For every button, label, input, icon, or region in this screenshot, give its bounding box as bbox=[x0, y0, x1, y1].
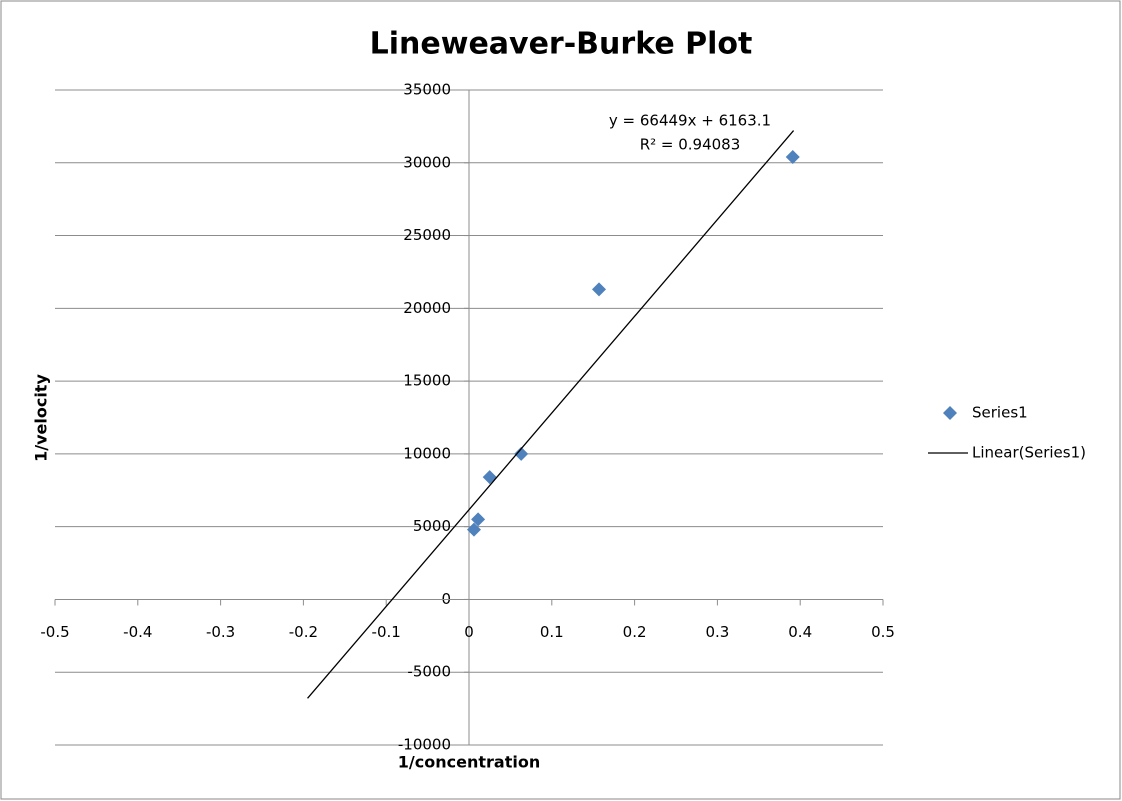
y-tick-label: 5000 bbox=[413, 517, 451, 535]
x-tick-label: -0.1 bbox=[372, 623, 401, 641]
x-tick-label: -0.2 bbox=[289, 623, 318, 641]
x-axis-title: 1/concentration bbox=[398, 753, 540, 772]
x-tick-label: 0.5 bbox=[871, 623, 895, 641]
trendline-equation: y = 66449x + 6163.1 bbox=[609, 112, 771, 130]
legend-marker bbox=[943, 406, 957, 420]
y-tick-label: -10000 bbox=[398, 736, 451, 754]
x-tick-label: 0 bbox=[464, 623, 474, 641]
x-tick-label: -0.5 bbox=[40, 623, 69, 641]
data-point bbox=[471, 512, 486, 527]
y-tick-label: 30000 bbox=[403, 153, 451, 171]
y-axis-title: 1/velocity bbox=[32, 374, 51, 462]
data-point bbox=[785, 149, 800, 164]
y-tick-label: 15000 bbox=[403, 372, 451, 390]
legend-label: Linear(Series1) bbox=[972, 444, 1086, 462]
y-tick-label: 10000 bbox=[403, 444, 451, 462]
x-tick-label: -0.3 bbox=[206, 623, 235, 641]
x-tick-label: 0.3 bbox=[705, 623, 729, 641]
y-tick-label: 35000 bbox=[403, 81, 451, 99]
trendline-r-squared: R² = 0.94083 bbox=[640, 136, 741, 154]
data-point bbox=[514, 446, 529, 461]
trendline bbox=[307, 130, 795, 699]
chart-title: Lineweaver-Burke Plot bbox=[370, 27, 753, 62]
x-tick-label: 0.2 bbox=[623, 623, 647, 641]
y-tick-label: 25000 bbox=[403, 226, 451, 244]
legend-label: Series1 bbox=[972, 404, 1028, 422]
y-tick-label: 20000 bbox=[403, 299, 451, 317]
data-point bbox=[591, 282, 606, 297]
y-tick-label: -5000 bbox=[407, 663, 451, 681]
data-point bbox=[466, 522, 481, 537]
x-tick-label: -0.4 bbox=[123, 623, 152, 641]
x-tick-label: 0.4 bbox=[788, 623, 812, 641]
x-tick-label: 0.1 bbox=[540, 623, 564, 641]
